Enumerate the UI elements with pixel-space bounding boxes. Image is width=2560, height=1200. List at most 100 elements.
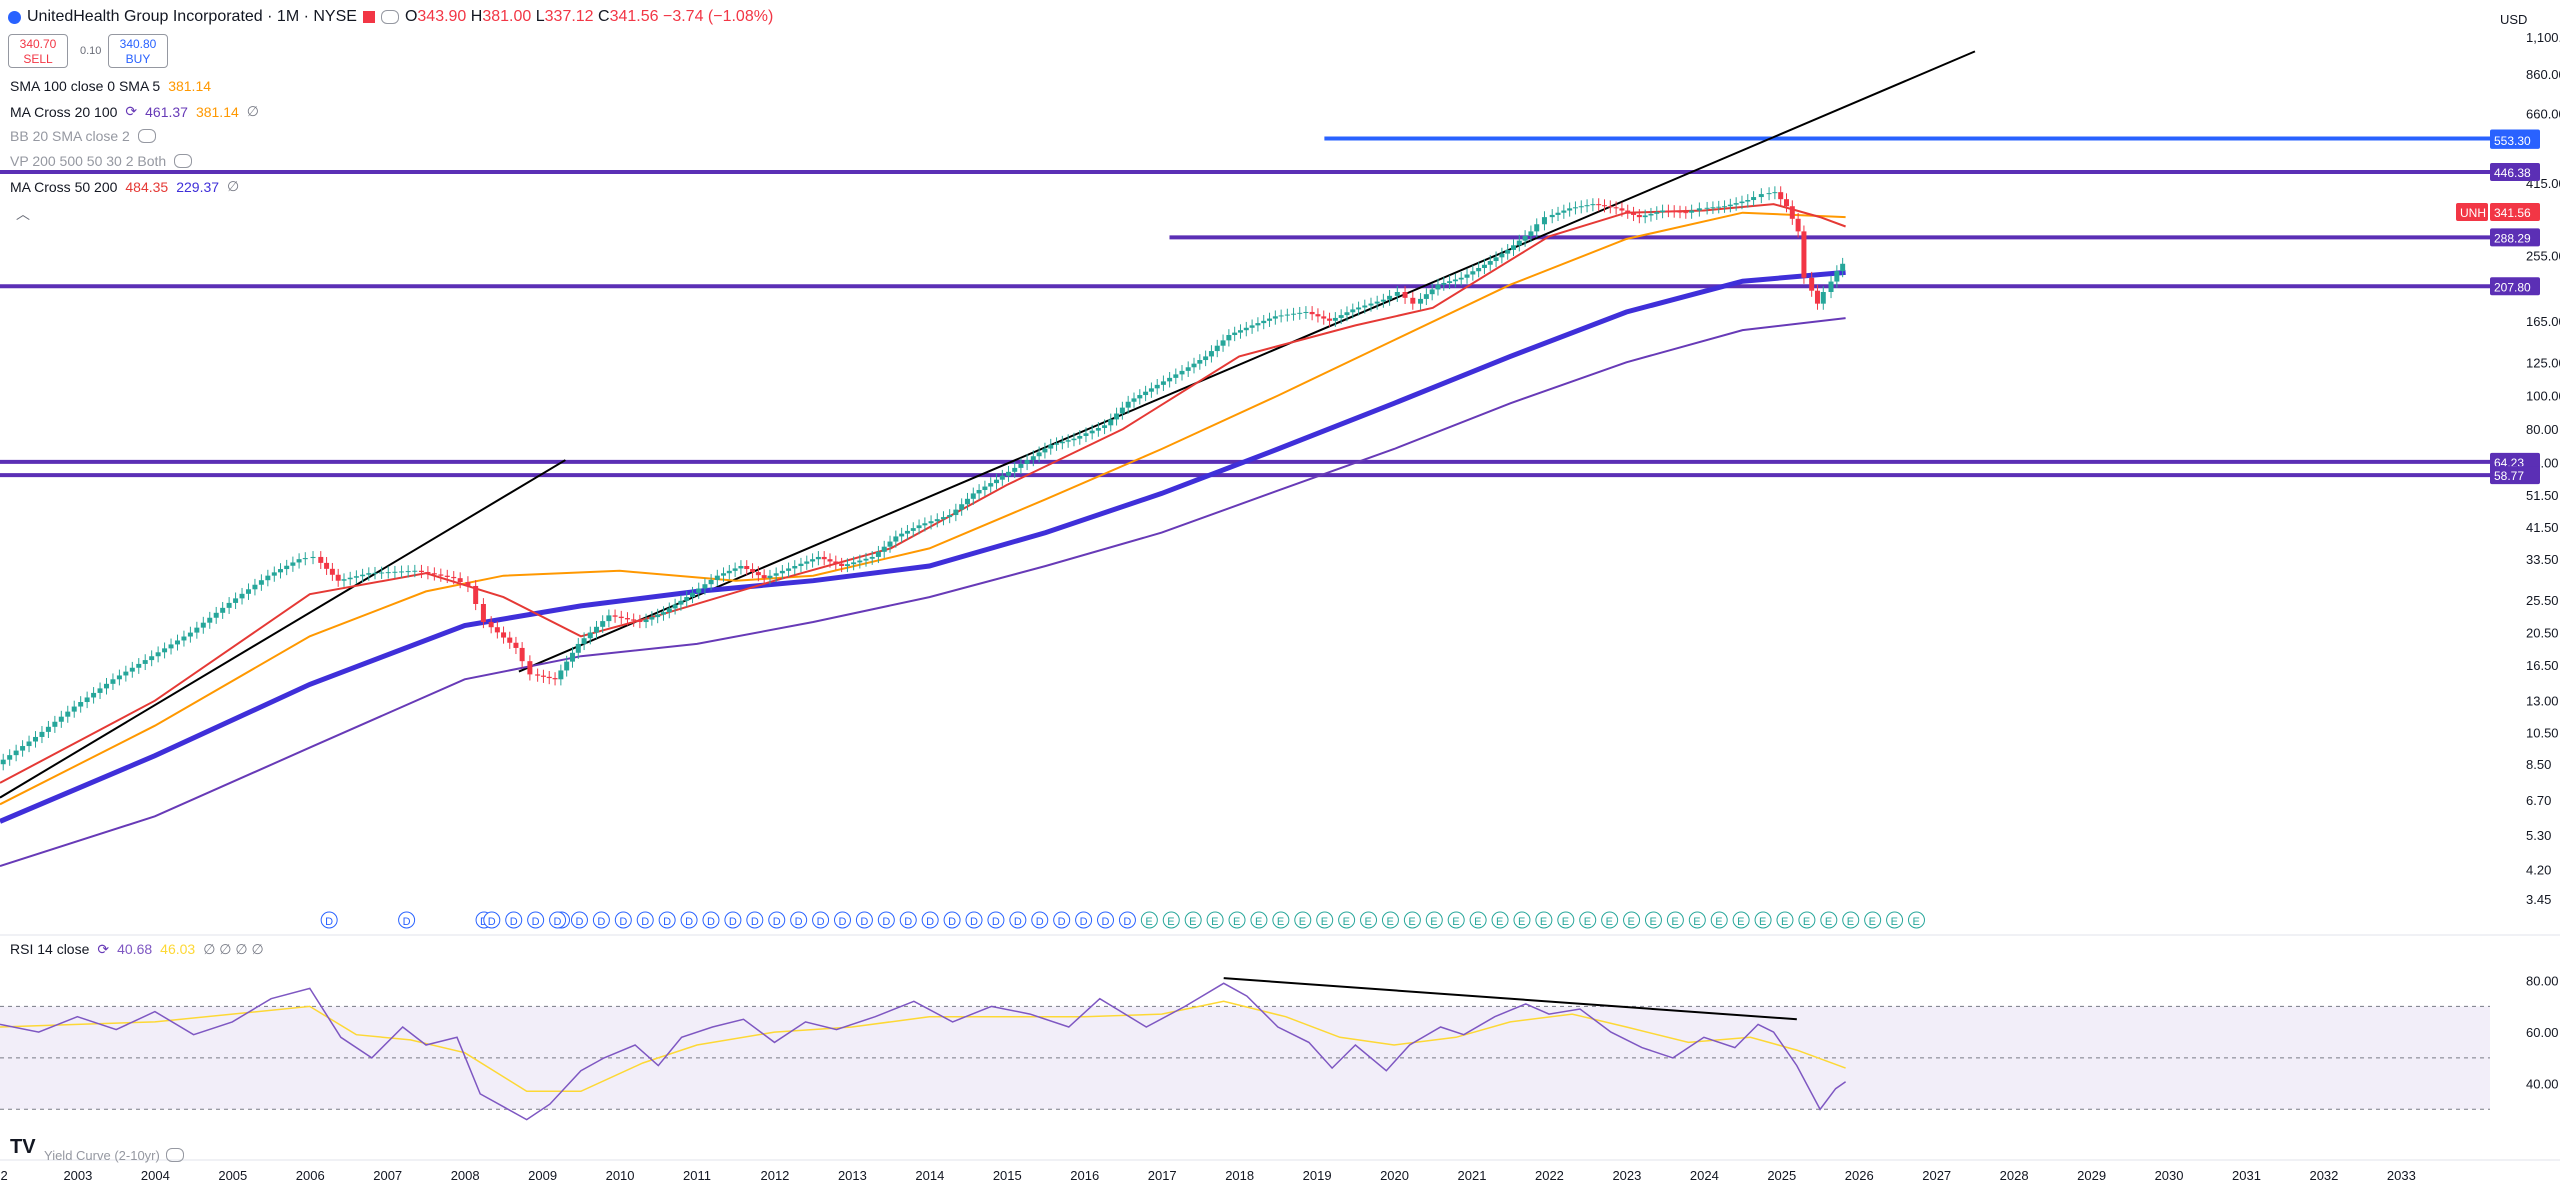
candle-body[interactable] [1820, 292, 1826, 304]
candle-body[interactable] [863, 558, 869, 561]
candle-body[interactable] [1249, 325, 1255, 328]
dividend-marker[interactable] [1118, 911, 1136, 929]
candle-body[interactable] [39, 731, 45, 737]
earnings-marker[interactable] [1864, 911, 1882, 929]
candle-body[interactable] [1716, 206, 1722, 208]
candle-body[interactable] [684, 597, 690, 601]
candle-body[interactable] [1327, 318, 1333, 321]
candle-body[interactable] [194, 627, 200, 633]
candle-body[interactable] [1179, 370, 1185, 375]
candle-body[interactable] [959, 504, 965, 510]
candle-body[interactable] [1297, 312, 1303, 314]
candle-body[interactable] [581, 638, 587, 644]
candle-body[interactable] [1077, 435, 1083, 439]
candle-body[interactable] [1272, 316, 1278, 319]
candle-body[interactable] [690, 592, 696, 598]
yield-curve-legend[interactable]: Yield Curve (2-10yr) [44, 1148, 184, 1163]
candle-body[interactable] [168, 644, 174, 649]
candle-body[interactable] [444, 575, 450, 577]
candle-body[interactable] [857, 560, 863, 563]
candle-body[interactable] [480, 603, 486, 623]
earnings-marker[interactable] [1206, 911, 1224, 929]
dividend-marker[interactable] [768, 911, 786, 929]
candle-body[interactable] [1214, 345, 1220, 352]
candle-body[interactable] [1423, 294, 1429, 299]
rsi-ma-series-line[interactable] [0, 1000, 1846, 1093]
candle-body[interactable] [1607, 206, 1613, 208]
candle-body[interactable] [1255, 323, 1261, 326]
earnings-marker[interactable] [1316, 911, 1334, 929]
hidden-eye-icon[interactable] [165, 1148, 184, 1162]
dividend-marker[interactable] [614, 911, 632, 929]
candle-body[interactable] [1704, 207, 1710, 209]
candle-body[interactable] [329, 568, 335, 575]
candle-body[interactable] [1572, 207, 1578, 209]
candle-body[interactable] [970, 493, 976, 499]
candle-body[interactable] [552, 678, 558, 680]
candle-body[interactable] [744, 566, 750, 570]
indicator-ma-cross-50-200[interactable]: MA Cross 50 200 484.35 229.37 ∅ [10, 178, 239, 195]
earnings-marker[interactable] [1338, 911, 1356, 929]
earnings-marker[interactable] [1535, 911, 1553, 929]
candle-body[interactable] [732, 568, 738, 571]
candle-body[interactable] [1160, 381, 1166, 385]
candle-body[interactable] [1470, 271, 1476, 275]
candle-body[interactable] [353, 576, 359, 578]
candle-body[interactable] [1131, 398, 1137, 402]
candle-body[interactable] [1368, 303, 1374, 306]
candle-body[interactable] [1203, 356, 1209, 361]
candle-body[interactable] [1522, 236, 1528, 241]
candle-body[interactable] [1710, 207, 1716, 209]
candle-body[interactable] [1636, 214, 1642, 218]
candle-body[interactable] [755, 572, 761, 576]
candle-body[interactable] [649, 617, 655, 620]
candle-body[interactable] [1267, 318, 1273, 321]
candle-body[interactable] [1143, 391, 1149, 396]
candle-body[interactable] [252, 584, 258, 590]
candle-body[interactable] [631, 619, 637, 621]
candle-body[interactable] [1476, 267, 1482, 272]
earnings-marker[interactable] [1644, 911, 1662, 929]
candle-body[interactable] [655, 614, 661, 618]
candle-body[interactable] [1534, 224, 1540, 232]
candle-body[interactable] [600, 621, 606, 627]
candle-body[interactable] [1148, 388, 1154, 392]
candle-body[interactable] [1665, 210, 1671, 212]
earnings-marker[interactable] [1491, 911, 1509, 929]
trendline[interactable] [0, 459, 566, 799]
candle-body[interactable] [425, 571, 431, 574]
candle-body[interactable] [672, 604, 678, 609]
dividend-marker[interactable] [899, 911, 917, 929]
settings-icon[interactable]: ⟳ [97, 941, 110, 957]
candle-body[interactable] [1677, 211, 1683, 213]
candle-body[interactable] [207, 617, 213, 623]
dividend-marker[interactable] [746, 911, 764, 929]
candle-body[interactable] [1309, 311, 1315, 315]
candle-body[interactable] [465, 582, 471, 586]
candle-body[interactable] [1226, 335, 1232, 341]
candle-body[interactable] [220, 607, 226, 613]
candle-body[interactable] [1167, 377, 1173, 382]
rsi-legend[interactable]: RSI 14 close ⟳ 40.68 46.03 ∅ ∅ ∅ ∅ [10, 941, 264, 958]
candle-body[interactable] [1410, 297, 1416, 304]
candle-body[interactable] [587, 632, 593, 639]
dividend-marker[interactable] [965, 911, 983, 929]
sell-button[interactable]: 340.70 SELL [8, 34, 68, 68]
candle-body[interactable] [1278, 315, 1284, 317]
candle-body[interactable] [258, 580, 264, 585]
candle-body[interactable] [1185, 367, 1191, 371]
candle-body[interactable] [265, 575, 271, 581]
candle-body[interactable] [271, 572, 277, 576]
candle-body[interactable] [666, 608, 672, 613]
candle-body[interactable] [1683, 212, 1689, 214]
candle-body[interactable] [84, 697, 90, 703]
candle-body[interactable] [296, 559, 302, 563]
candle-body[interactable] [779, 570, 785, 574]
candle-body[interactable] [612, 615, 618, 617]
candle-body[interactable] [564, 661, 570, 671]
candle-body[interactable] [1394, 292, 1400, 296]
trendline[interactable] [518, 50, 1976, 673]
earnings-marker[interactable] [1842, 911, 1860, 929]
